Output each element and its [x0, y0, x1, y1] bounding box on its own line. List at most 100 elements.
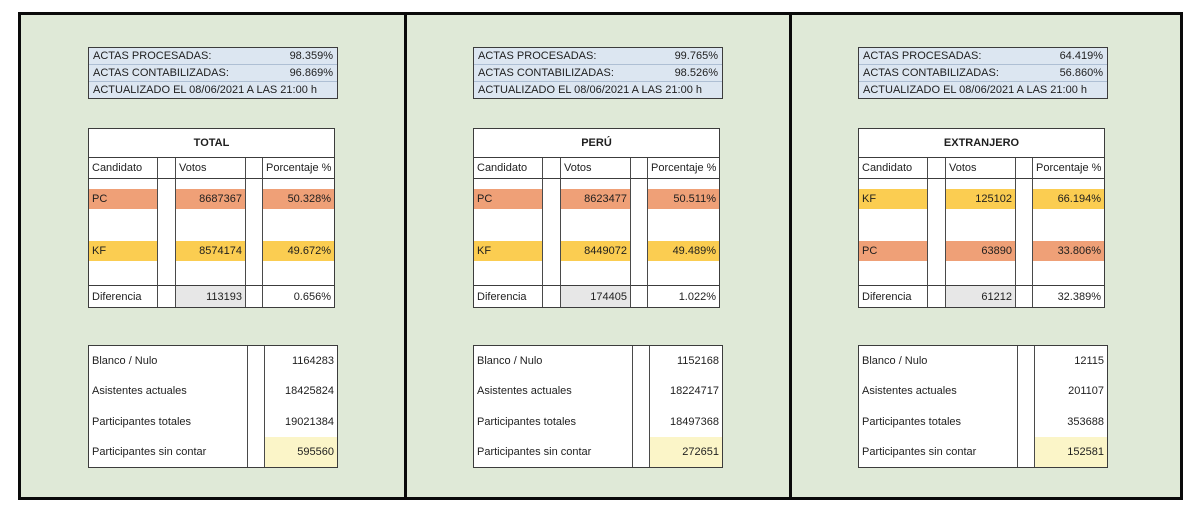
gap-cell: [543, 209, 561, 241]
participation-table: Blanco / Nulo 1152168 Asistentes actuale…: [473, 345, 723, 468]
stat-value-highlighted: 595560: [265, 436, 337, 467]
spacer-cell: [246, 189, 263, 209]
gap-cell: [474, 179, 543, 189]
diferencia-label: Diferencia: [859, 285, 928, 307]
stat-label: Participantes totales: [859, 406, 1018, 437]
col-header-votos: Votos: [946, 158, 1016, 179]
gap-cell: [928, 179, 946, 189]
spacer-cell: [633, 436, 650, 467]
table-title: TOTAL: [89, 129, 334, 158]
stat-value: 19021384: [285, 415, 334, 428]
stat-label: Asistentes actuales: [89, 376, 248, 407]
stat-label: Blanco / Nulo: [89, 346, 248, 377]
candidate-pct-cell: 66.194%: [1033, 189, 1104, 209]
spacer-cell: [1018, 376, 1035, 407]
actas-contabilizadas-label: ACTAS CONTABILIZADAS:: [478, 67, 614, 79]
stat-value-highlighted: 272651: [650, 436, 722, 467]
gap-cell: [648, 209, 719, 241]
gap-cell: [946, 179, 1016, 189]
candidate-pct-cell: 49.672%: [263, 241, 334, 261]
stat-value: 18224717: [670, 385, 719, 398]
gap-cell: [263, 261, 334, 285]
gap-cell: [158, 261, 176, 285]
stat-label: Asistentes actuales: [474, 376, 633, 407]
spacer-cell: [158, 158, 176, 179]
candidate-votes-cell: 8574174: [176, 241, 246, 261]
diferencia-votes-cell: 113193: [176, 285, 246, 307]
actas-contabilizadas-value: 98.526%: [674, 67, 718, 79]
participation-table: Blanco / Nulo 1164283 Asistentes actuale…: [88, 345, 338, 468]
gap-cell: [89, 179, 158, 189]
candidate-pct-cell: 50.511%: [648, 189, 719, 209]
gap-cell: [246, 179, 263, 189]
gap-cell: [946, 209, 1016, 241]
results-panel-total: ACTAS PROCESADAS: 98.359% ACTAS CONTABIL…: [88, 0, 338, 515]
spacer-cell: [633, 376, 650, 407]
candidate-votes-cell: 8449072: [561, 241, 631, 261]
stat-label: Participantes sin contar: [89, 436, 248, 467]
candidate-name-cell: PC: [89, 189, 158, 209]
candidates-table: TOTAL Candidato Votos Porcentaje % PC 86…: [88, 128, 335, 308]
gap-cell: [859, 209, 928, 241]
gap-cell: [474, 261, 543, 285]
spacer-cell: [1016, 158, 1033, 179]
stat-label: Participantes sin contar: [474, 436, 633, 467]
col-header-candidato: Candidato: [89, 158, 158, 179]
updated-text: ACTUALIZADO EL 08/06/2021 A LAS 21:00 h: [863, 84, 1088, 96]
actas-contabilizadas-row: ACTAS CONTABILIZADAS: 96.869%: [89, 65, 337, 82]
spacer-cell: [158, 241, 176, 261]
gap-cell: [158, 209, 176, 241]
updated-text: ACTUALIZADO EL 08/06/2021 A LAS 21:00 h: [478, 84, 703, 96]
gap-cell: [1033, 209, 1104, 241]
gap-cell: [474, 209, 543, 241]
diferencia-label: Diferencia: [89, 285, 158, 307]
spacer-cell: [1018, 436, 1035, 467]
candidate-votes-cell: 125102: [946, 189, 1016, 209]
spacer-cell: [631, 285, 648, 307]
gap-cell: [561, 261, 631, 285]
spacer-cell: [1016, 241, 1033, 261]
col-header-candidato: Candidato: [859, 158, 928, 179]
gap-cell: [89, 261, 158, 285]
col-header-votos: Votos: [561, 158, 631, 179]
col-header-porcentaje: Porcentaje %: [263, 158, 334, 179]
actas-contabilizadas-label: ACTAS CONTABILIZADAS:: [93, 67, 229, 79]
spacer-cell: [246, 158, 263, 179]
stat-value-highlighted: 152581: [1035, 436, 1107, 467]
diferencia-votes-cell: 174405: [561, 285, 631, 307]
gap-cell: [631, 179, 648, 189]
actas-procesadas-label: ACTAS PROCESADAS:: [93, 50, 212, 62]
gap-cell: [1016, 179, 1033, 189]
candidate-pct-cell: 33.806%: [1033, 241, 1104, 261]
stat-label: Participantes sin contar: [859, 436, 1018, 467]
stat-value: 353688: [1067, 415, 1104, 428]
spacer-cell: [928, 189, 946, 209]
candidate-name-cell: KF: [474, 241, 543, 261]
updated-row: ACTUALIZADO EL 08/06/2021 A LAS 21:00 h: [89, 82, 337, 98]
updated-row: ACTUALIZADO EL 08/06/2021 A LAS 21:00 h: [859, 82, 1107, 98]
diferencia-pct-cell: 0.656%: [263, 285, 334, 307]
gap-cell: [176, 261, 246, 285]
col-header-votos: Votos: [176, 158, 246, 179]
gap-cell: [631, 261, 648, 285]
diferencia-pct-cell: 32.389%: [1033, 285, 1104, 307]
candidate-votes-cell: 8687367: [176, 189, 246, 209]
candidates-table: PERÚ Candidato Votos Porcentaje % PC 862…: [473, 128, 720, 308]
gap-cell: [543, 261, 561, 285]
actas-contabilizadas-value: 96.869%: [289, 67, 333, 79]
spacer-cell: [543, 189, 561, 209]
table-title: PERÚ: [474, 129, 719, 158]
diferencia-label: Diferencia: [474, 285, 543, 307]
gap-cell: [928, 261, 946, 285]
spacer-cell: [928, 158, 946, 179]
candidate-votes-cell: 63890: [946, 241, 1016, 261]
updated-text: ACTUALIZADO EL 08/06/2021 A LAS 21:00 h: [93, 84, 318, 96]
panel-divider-1: [404, 12, 407, 500]
spacer-cell: [248, 376, 265, 407]
gap-cell: [176, 209, 246, 241]
actas-procesadas-value: 98.359%: [289, 50, 333, 62]
stat-label: Blanco / Nulo: [474, 346, 633, 377]
gap-cell: [946, 261, 1016, 285]
spacer-cell: [543, 158, 561, 179]
